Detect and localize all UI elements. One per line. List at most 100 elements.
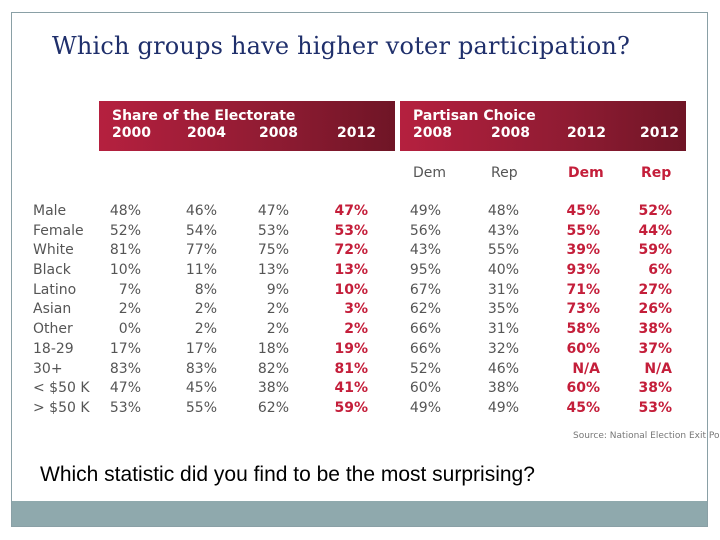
table-cell: 2% <box>266 301 289 318</box>
table-cell: 72% <box>334 242 368 259</box>
year-header: 2008 <box>491 125 530 141</box>
table-row: White 81% 77% 75% 72% 43% 55% 39% 59% <box>0 242 720 262</box>
table-cell: 41% <box>334 380 368 397</box>
table-cell: 10% <box>109 262 141 279</box>
table-row: Black 10% 11% 13% 13% 95% 40% 93% 6% <box>0 262 720 282</box>
row-label: Male <box>33 203 67 219</box>
table-cell: 53% <box>257 222 289 239</box>
table-cell: 18% <box>257 340 289 357</box>
table-cell: 44% <box>638 222 672 239</box>
party-label-dem-2008: Dem <box>413 165 447 181</box>
table-cell: 60% <box>566 340 600 357</box>
year-header: 2000 <box>112 125 151 141</box>
table-cell: 45% <box>566 203 600 219</box>
table-cell: 3% <box>344 301 368 318</box>
table-cell: 71% <box>566 281 600 298</box>
table-cell: 38% <box>638 321 672 338</box>
year-header: 2008 <box>413 125 452 141</box>
row-label: Other <box>33 321 73 338</box>
year-header: 2012 <box>337 125 376 141</box>
table-cell: 2% <box>118 301 141 318</box>
table-cell: 83% <box>109 360 141 377</box>
table-cell: 17% <box>185 340 217 357</box>
table-row: Latino 7% 8% 9% 10% 67% 31% 71% 27% <box>0 282 720 302</box>
table-row: Female 52% 54% 53% 53% 56% 43% 55% 44% <box>0 223 720 243</box>
table-cell: 62% <box>257 399 289 416</box>
table-cell: 32% <box>487 340 519 357</box>
exit-poll-table-body: Male 48% 46% 47% 47% 49% 48% 45% 52% Female 52% 54%… <box>0 203 720 420</box>
table-cell: 43% <box>409 242 441 259</box>
table-row: Other 0% 2% 2% 2% 66% 31% 58% 38% <box>0 321 720 341</box>
table-cell: 48% <box>109 203 141 219</box>
table-cell: 53% <box>334 222 368 239</box>
electorate-share-title: Share of the Electorate <box>112 108 296 124</box>
party-label-dem-2012: Dem <box>568 165 604 181</box>
table-cell: 52% <box>109 222 141 239</box>
table-cell: 13% <box>257 262 289 279</box>
table-cell: 11% <box>185 262 217 279</box>
table-cell: 56% <box>409 222 441 239</box>
table-cell: 83% <box>185 360 217 377</box>
table-cell: 73% <box>566 301 600 318</box>
table-row: Asian 2% 2% 2% 3% 62% 35% 73% 26% <box>0 301 720 321</box>
table-cell: 75% <box>257 242 289 259</box>
table-cell: N/A <box>644 360 672 377</box>
table-cell: 52% <box>409 360 441 377</box>
row-label: 18-29 <box>33 340 74 357</box>
table-cell: 62% <box>409 301 441 318</box>
table-cell: 93% <box>566 262 600 279</box>
year-header: 2012 <box>640 125 679 141</box>
table-cell: 66% <box>409 321 441 338</box>
table-cell: 6% <box>648 262 672 279</box>
table-cell: 60% <box>409 380 441 397</box>
table-cell: 52% <box>638 203 672 219</box>
table-cell: 17% <box>109 340 141 357</box>
electorate-share-header: Share of the Electorate 2000 2004 2008 2… <box>99 101 395 151</box>
year-header: 2008 <box>259 125 298 141</box>
table-cell: 59% <box>638 242 672 259</box>
table-cell: 81% <box>334 360 368 377</box>
table-row: > $50 K 53% 55% 62% 59% 49% 49% 45% 53% <box>0 400 720 420</box>
table-cell: 47% <box>257 203 289 219</box>
table-row: < $50 K 47% 45% 38% 41% 60% 38% 60% 38% <box>0 380 720 400</box>
table-cell: 13% <box>334 262 368 279</box>
source-note: Source: National Election Exit Poll <box>573 431 720 441</box>
table-row: 18-29 17% 17% 18% 19% 66% 32% 60% 37% <box>0 341 720 361</box>
table-cell: 49% <box>487 399 519 416</box>
slide-title: Which groups have higher voter participa… <box>52 32 631 60</box>
table-cell: 0% <box>118 321 141 338</box>
table-cell: 9% <box>266 281 289 298</box>
table-cell: 55% <box>566 222 600 239</box>
table-cell: 2% <box>194 321 217 338</box>
table-cell: 45% <box>185 380 217 397</box>
table-cell: 39% <box>566 242 600 259</box>
table-cell: 46% <box>185 203 217 219</box>
table-cell: 55% <box>185 399 217 416</box>
partisan-choice-header: Partisan Choice 2008 2008 2012 2012 <box>400 101 686 151</box>
table-cell: 19% <box>334 340 368 357</box>
table-cell: 47% <box>334 203 368 219</box>
table-cell: 8% <box>194 281 217 298</box>
footer-bar <box>12 501 707 526</box>
table-cell: 31% <box>487 281 519 298</box>
discussion-question: Which statistic did you find to be the m… <box>40 463 535 486</box>
table-cell: 47% <box>109 380 141 397</box>
party-label-rep-2012: Rep <box>641 165 672 181</box>
partisan-choice-title: Partisan Choice <box>413 108 536 124</box>
table-cell: 49% <box>409 203 441 219</box>
row-label: White <box>33 242 74 259</box>
row-label: Asian <box>33 301 72 318</box>
year-header: 2004 <box>187 125 226 141</box>
table-cell: 49% <box>409 399 441 416</box>
table-cell: 2% <box>344 321 368 338</box>
table-cell: N/A <box>572 360 600 377</box>
year-header: 2012 <box>567 125 606 141</box>
table-cell: 7% <box>118 281 141 298</box>
row-label: Female <box>33 222 84 239</box>
row-label: > $50 K <box>33 399 90 416</box>
table-cell: 81% <box>109 242 141 259</box>
table-cell: 66% <box>409 340 441 357</box>
table-cell: 2% <box>194 301 217 318</box>
table-cell: 55% <box>487 242 519 259</box>
table-cell: 31% <box>487 321 519 338</box>
